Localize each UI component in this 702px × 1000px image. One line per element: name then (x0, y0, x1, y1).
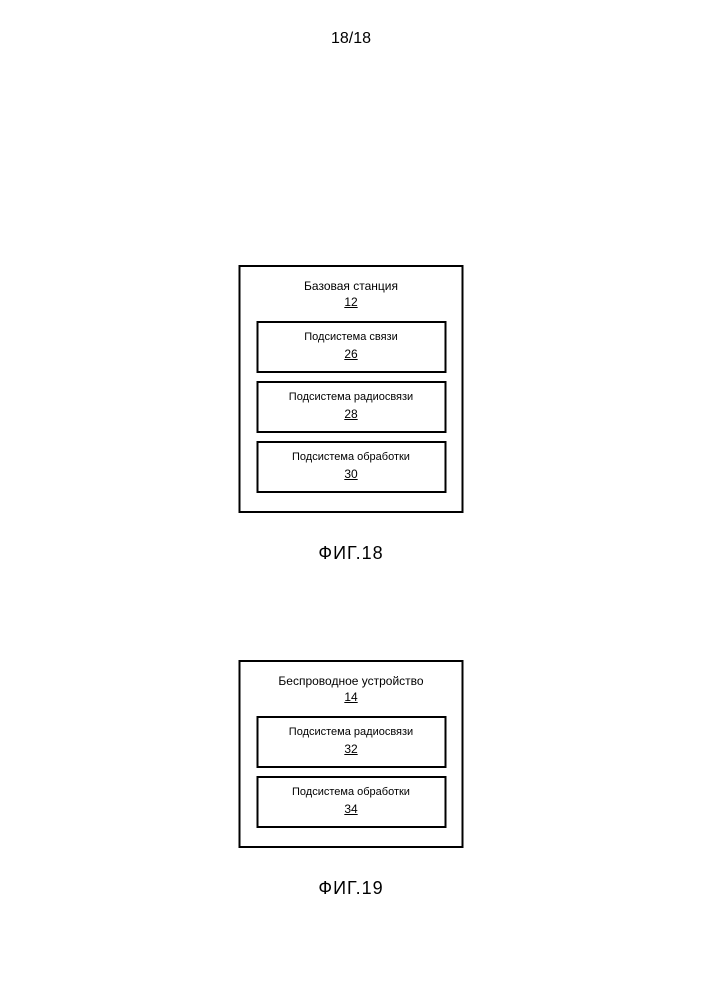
subsystem-box: Подсистема связи 26 (256, 321, 446, 373)
wireless-device-box: Беспроводное устройство 14 Подсистема ра… (239, 660, 464, 848)
base-station-ref: 12 (344, 295, 357, 309)
subsystem-ref: 34 (344, 802, 357, 816)
subsystem-title: Подсистема обработки (292, 451, 410, 463)
subsystem-box: Подсистема радиосвязи 28 (256, 381, 446, 433)
subsystem-title: Подсистема связи (304, 331, 397, 343)
wireless-device-title: Беспроводное устройство (278, 674, 423, 688)
subsystem-box: Подсистема обработки 34 (256, 776, 446, 828)
figure-18-caption: ФИГ.18 (318, 543, 383, 564)
subsystem-title: Подсистема радиосвязи (289, 391, 413, 403)
subsystem-ref: 32 (344, 742, 357, 756)
figure-19-caption: ФИГ.19 (318, 878, 383, 899)
figure-19-container: Беспроводное устройство 14 Подсистема ра… (239, 660, 464, 899)
subsystem-box: Подсистема радиосвязи 32 (256, 716, 446, 768)
base-station-title: Базовая станция (304, 279, 398, 293)
subsystem-box: Подсистема обработки 30 (256, 441, 446, 493)
subsystem-ref: 28 (344, 407, 357, 421)
figure-18-container: Базовая станция 12 Подсистема связи 26 П… (239, 265, 464, 564)
page-number: 18/18 (331, 30, 371, 48)
wireless-device-ref: 14 (344, 690, 357, 704)
subsystem-ref: 26 (344, 347, 357, 361)
subsystem-ref: 30 (344, 467, 357, 481)
base-station-box: Базовая станция 12 Подсистема связи 26 П… (239, 265, 464, 513)
subsystem-title: Подсистема обработки (292, 786, 410, 798)
subsystem-title: Подсистема радиосвязи (289, 726, 413, 738)
